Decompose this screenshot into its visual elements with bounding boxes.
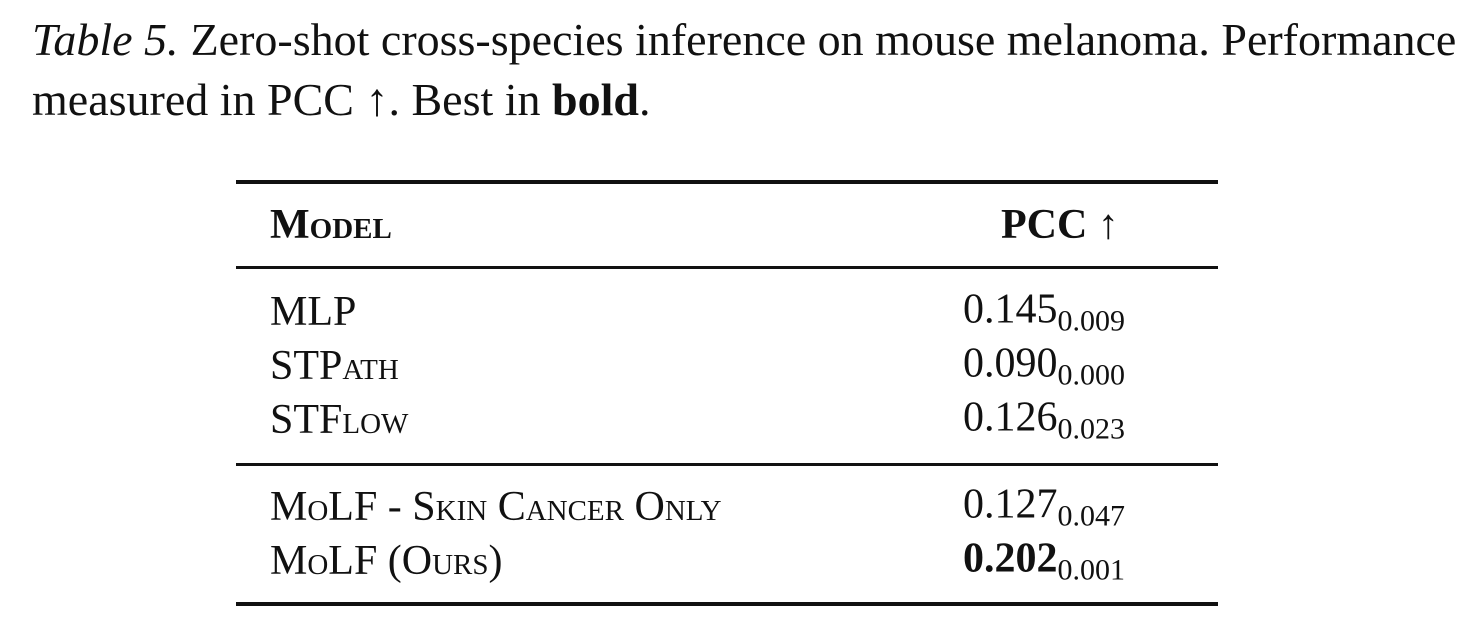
table-row: MoLF - Skin Cancer Only 0.1270.047	[236, 480, 1218, 534]
pcc-value: 0.126	[963, 394, 1058, 441]
caption-text: .	[639, 74, 651, 125]
model-name: MoLF (Ours)	[270, 538, 503, 584]
caption: Table 5. Zero-shot cross-species inferenc…	[32, 10, 1462, 130]
header-row: Model PCC ↑	[236, 184, 1218, 269]
model-name: MoLF - Skin Cancer Only	[270, 484, 722, 530]
caption-text: Zero-shot cross-species inference on mou…	[32, 14, 1457, 125]
pcc-cell: 0.1270.047	[963, 481, 1125, 534]
pcc-value: 0.145	[963, 286, 1058, 333]
table-row: MLP 0.1450.009	[236, 285, 1218, 339]
table-row: MoLF (Ours) 0.2020.001	[236, 534, 1218, 588]
model-name: STFlow	[270, 397, 409, 443]
pcc-value: 0.202	[963, 535, 1058, 582]
pcc-std: 0.009	[1057, 304, 1126, 338]
pcc-cell: 0.0900.000	[963, 340, 1125, 393]
pcc-cell: 0.2020.001	[963, 535, 1125, 588]
pcc-value: 0.127	[963, 481, 1058, 528]
row-group: MoLF - Skin Cancer Only 0.1270.047 MoLF (O…	[236, 463, 1218, 602]
pcc-std: 0.000	[1057, 358, 1126, 392]
header-cell: PCC ↑	[1001, 202, 1119, 248]
row-group: MLP 0.1450.009 STPath 0.0900.000 STFlow 0.126…	[236, 269, 1218, 463]
pcc-cell: 0.1260.023	[963, 394, 1125, 447]
caption-label: Table 5.	[32, 14, 179, 65]
caption-text: bold	[552, 74, 639, 125]
pcc-value: 0.090	[963, 340, 1058, 387]
pcc-std: 0.023	[1057, 412, 1126, 446]
table-row: STPath 0.0900.000	[236, 339, 1218, 393]
table: Model PCC ↑ MLP 0.1450.009 STPath 0.0900.00…	[236, 180, 1218, 606]
pcc-std: 0.001	[1057, 553, 1126, 587]
header-cell: Model	[270, 202, 392, 248]
pcc-cell: 0.1450.009	[963, 286, 1125, 339]
model-name: STPath	[270, 343, 399, 389]
pcc-std: 0.047	[1057, 499, 1126, 533]
model-name: MLP	[270, 289, 357, 335]
table-row: STFlow 0.1260.023	[236, 393, 1218, 447]
